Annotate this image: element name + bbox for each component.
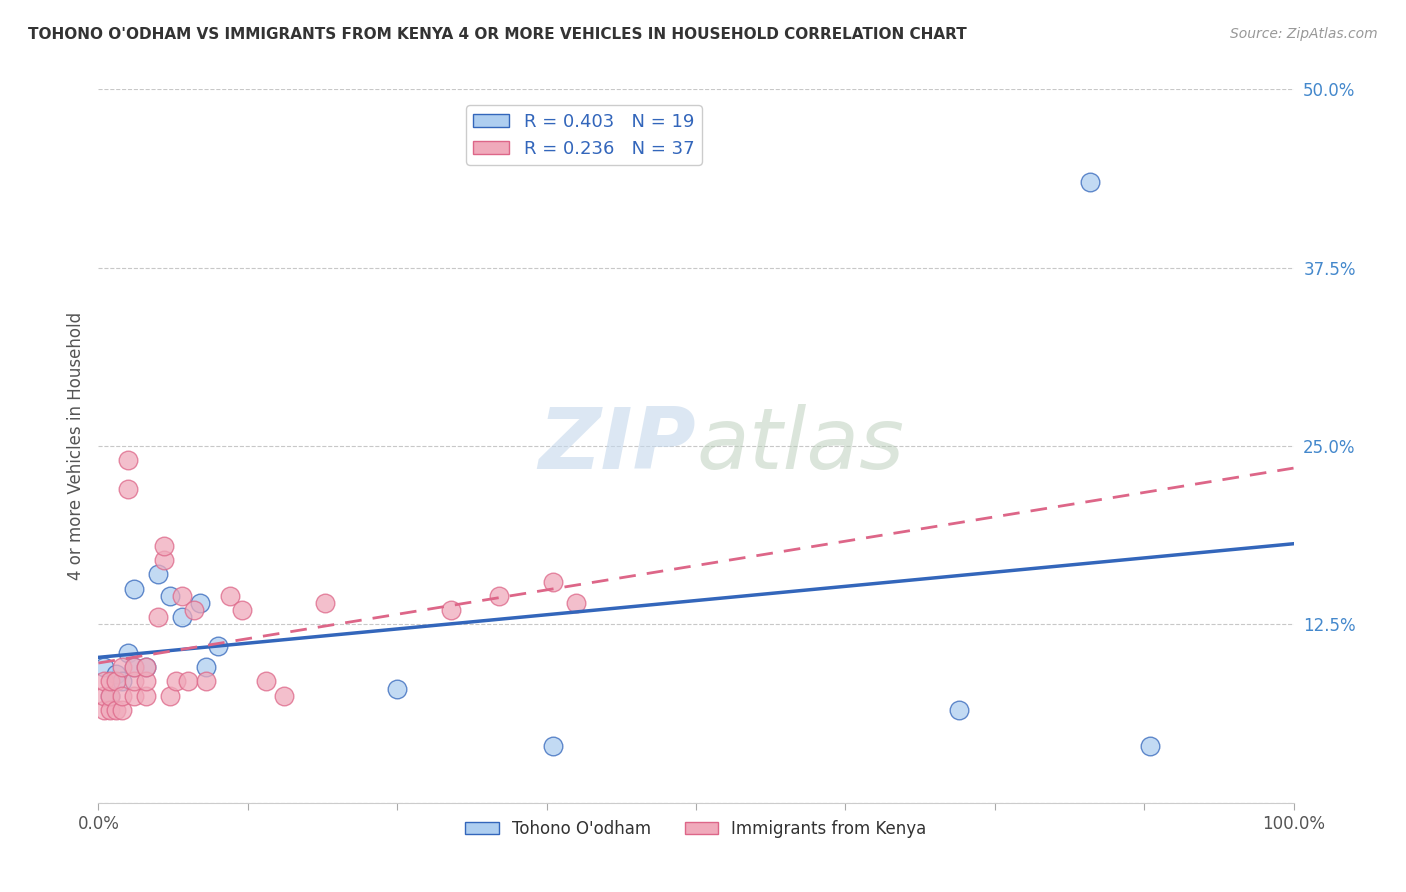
Point [172, 610, 194, 624]
Point [98, 689, 122, 703]
Text: Source: ZipAtlas.com: Source: ZipAtlas.com [1230, 27, 1378, 41]
Point [135, 674, 157, 689]
Point [98, 674, 122, 689]
Point [1080, 175, 1102, 189]
Point [111, 689, 134, 703]
Point [231, 603, 253, 617]
Point [111, 674, 134, 689]
Point [177, 674, 200, 689]
Point [98, 689, 122, 703]
Point [135, 660, 157, 674]
Point [159, 589, 181, 603]
Point [124, 660, 146, 674]
Point [124, 674, 146, 689]
Point [195, 660, 218, 674]
Point [111, 660, 134, 674]
Point [165, 674, 187, 689]
Point [148, 567, 170, 582]
Point [105, 703, 128, 717]
Point [93, 660, 115, 674]
Point [153, 553, 176, 567]
Y-axis label: 4 or more Vehicles in Household: 4 or more Vehicles in Household [66, 312, 84, 580]
Point [565, 596, 588, 610]
Point [153, 539, 176, 553]
Point [124, 660, 146, 674]
Point [385, 681, 409, 696]
Legend: Tohono O'odham, Immigrants from Kenya: Tohono O'odham, Immigrants from Kenya [458, 814, 934, 845]
Point [541, 739, 564, 753]
Point [488, 589, 510, 603]
Text: atlas: atlas [696, 404, 904, 488]
Point [117, 646, 139, 660]
Point [541, 574, 564, 589]
Text: TOHONO O'ODHAM VS IMMIGRANTS FROM KENYA 4 OR MORE VEHICLES IN HOUSEHOLD CORRELAT: TOHONO O'ODHAM VS IMMIGRANTS FROM KENYA … [28, 27, 967, 42]
Point [172, 589, 194, 603]
Point [183, 603, 205, 617]
Text: ZIP: ZIP [538, 404, 696, 488]
Point [254, 674, 277, 689]
Point [315, 596, 337, 610]
Point [1139, 739, 1161, 753]
Point [135, 689, 157, 703]
Point [98, 703, 122, 717]
Point [148, 610, 170, 624]
Point [124, 689, 146, 703]
Point [135, 660, 157, 674]
Point [195, 674, 218, 689]
Point [207, 639, 229, 653]
Point [188, 596, 211, 610]
Point [159, 689, 181, 703]
Point [93, 689, 115, 703]
Point [93, 674, 115, 689]
Point [117, 482, 139, 496]
Point [93, 703, 115, 717]
Point [117, 453, 139, 467]
Point [105, 674, 128, 689]
Point [111, 703, 134, 717]
Point [219, 589, 242, 603]
Point [440, 603, 463, 617]
Point [124, 582, 146, 596]
Point [273, 689, 295, 703]
Point [948, 703, 970, 717]
Point [105, 667, 128, 681]
